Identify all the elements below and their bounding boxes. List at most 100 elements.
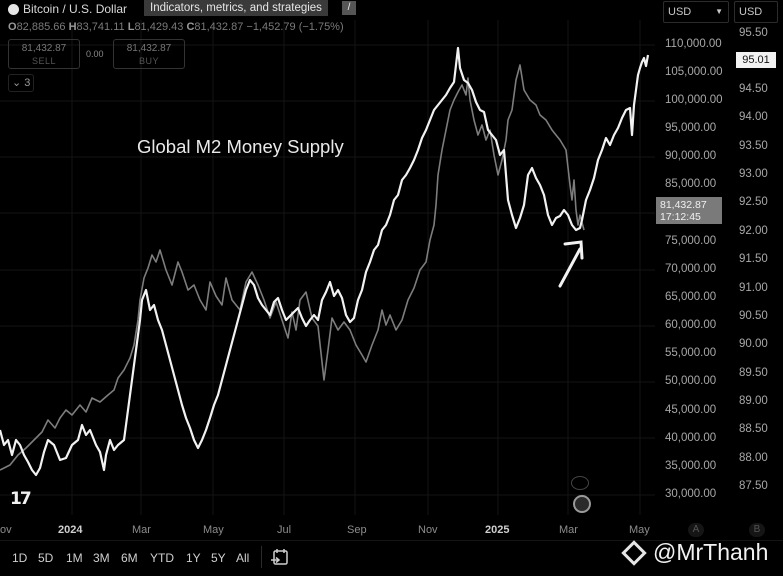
sell-price: 81,432.87: [21, 43, 67, 54]
bitcoin-icon: [8, 3, 19, 15]
x-tick: Sep: [347, 524, 367, 536]
y-tick: 100,000.00: [665, 94, 723, 106]
x-tick: ov: [0, 524, 12, 536]
range-3m[interactable]: 3M: [93, 551, 110, 565]
currency-right-value: USD: [739, 6, 763, 18]
symbol-title-text: Bitcoin / U.S. Dollar: [23, 2, 128, 16]
range-6m[interactable]: 6M: [121, 551, 138, 565]
y-tick: 87.50: [739, 480, 768, 492]
range-all[interactable]: All: [236, 551, 250, 565]
buy-button[interactable]: 81,432.87 BUY: [113, 39, 185, 69]
annotation-arrow-icon: [558, 240, 584, 288]
collapse-indicators-button[interactable]: ⌄ 3: [8, 74, 34, 92]
range-1m[interactable]: 1M: [66, 551, 83, 565]
y-tick: 110,000.00: [665, 38, 722, 50]
lightning-icon[interactable]: [571, 476, 589, 490]
indicator-count: 3: [24, 77, 31, 89]
sell-button[interactable]: 81,432.87 SELL: [8, 39, 80, 69]
grid-lines: [0, 20, 655, 515]
watermark: @MrThanh: [621, 539, 769, 566]
y-tick: 60,000.00: [665, 319, 717, 331]
last-price: 81,432.87: [660, 199, 707, 211]
x-tick: 2024: [58, 524, 83, 536]
y-tick: 94.50: [739, 83, 768, 95]
low-label: L: [127, 21, 135, 33]
change-value: −1,452.79 (−1.75%): [246, 21, 344, 33]
x-tick: May: [203, 524, 224, 536]
y-tick: 35,000.00: [665, 460, 717, 472]
indicators-button[interactable]: Indicators, metrics, and strategies: [144, 0, 328, 16]
overlay-title: Global M2 Money Supply: [137, 136, 344, 157]
y-tick: 88.00: [739, 452, 768, 464]
y-tick: 85,000.00: [665, 178, 717, 190]
x-tick: 2025: [485, 524, 510, 536]
y-tick: 91.50: [739, 253, 768, 265]
y-tick: 75,000.00: [665, 235, 717, 247]
high-value: 83,741.11: [76, 21, 125, 33]
y-tick: 88.50: [739, 423, 768, 435]
y-tick: 30,000.00: [665, 488, 717, 500]
go-to-date-icon[interactable]: [271, 548, 289, 566]
range-5y[interactable]: 5Y: [211, 551, 226, 565]
calendar-event-icon[interactable]: [573, 495, 591, 513]
y-tick: 94.00: [739, 111, 768, 123]
bottom-toolbar: [0, 540, 783, 576]
x-tick: Nov: [418, 524, 438, 536]
m2-value-tag: 95.01: [736, 52, 776, 68]
x-tick: Mar: [559, 524, 578, 536]
y-tick: 92.50: [739, 196, 768, 208]
y-tick: 91.00: [739, 282, 768, 294]
range-1d[interactable]: 1D: [12, 551, 28, 565]
binance-logo-icon: [621, 539, 647, 566]
btc-price-line: [0, 64, 585, 471]
low-value: 81,429.43: [134, 21, 184, 33]
x-tick: May: [629, 524, 650, 536]
auto-scale-button[interactable]: A: [688, 523, 704, 537]
y-tick: 90.00: [739, 338, 768, 350]
y-tick: 89.00: [739, 395, 768, 407]
caret-down-icon: ▼: [715, 7, 723, 16]
x-tick: Mar: [132, 524, 151, 536]
global-m2-line: [0, 46, 650, 477]
y-tick: 55,000.00: [665, 347, 717, 359]
y-tick: 50,000.00: [665, 375, 717, 387]
high-label: H: [68, 21, 77, 33]
y-tick: 40,000.00: [665, 432, 717, 444]
y-tick: 92.00: [739, 225, 768, 237]
range-ytd[interactable]: YTD: [150, 551, 174, 565]
currency-select-right[interactable]: USD: [734, 1, 778, 23]
toolbar-divider: [261, 546, 262, 568]
open-value: 82,885.66: [16, 21, 66, 33]
y-tick: 93.00: [739, 168, 768, 180]
symbol-title[interactable]: Bitcoin / U.S. Dollar: [8, 2, 127, 16]
tradingview-logo: 17: [10, 489, 32, 509]
y-tick: 89.50: [739, 367, 768, 379]
open-label: O: [8, 21, 17, 33]
spread-value: 0.00: [86, 49, 104, 59]
y-tick: 95.50: [739, 27, 768, 39]
scale-button-b[interactable]: B: [749, 523, 765, 537]
currency-select-left[interactable]: USD ▼: [663, 1, 729, 23]
y-tick: 95,000.00: [665, 122, 717, 134]
currency-left-value: USD: [668, 6, 692, 18]
y-tick: 70,000.00: [665, 263, 717, 275]
watermark-text: @MrThanh: [653, 539, 769, 565]
y-tick: 90,000.00: [665, 150, 717, 162]
sell-label: SELL: [31, 56, 57, 66]
last-price-tag: 81,432.87 17:12:45: [656, 197, 722, 224]
slash-shortcut-key: /: [342, 1, 356, 15]
y-tick: 90.50: [739, 310, 768, 322]
buy-label: BUY: [138, 56, 159, 66]
y-tick: 45,000.00: [665, 404, 717, 416]
y-tick: 65,000.00: [665, 291, 717, 303]
x-tick: Jul: [277, 524, 292, 536]
y-tick: 93.50: [739, 140, 768, 152]
buy-price: 81,432.87: [126, 43, 172, 54]
range-1y[interactable]: 1Y: [186, 551, 201, 565]
range-5d[interactable]: 5D: [38, 551, 54, 565]
close-label: C: [186, 21, 195, 33]
y-tick: 105,000.00: [665, 66, 723, 78]
chevron-down-icon: ⌄: [12, 77, 22, 89]
ohlc-readout: O82,885.66 H83,741.11 L81,429.43 C81,432…: [8, 21, 344, 33]
